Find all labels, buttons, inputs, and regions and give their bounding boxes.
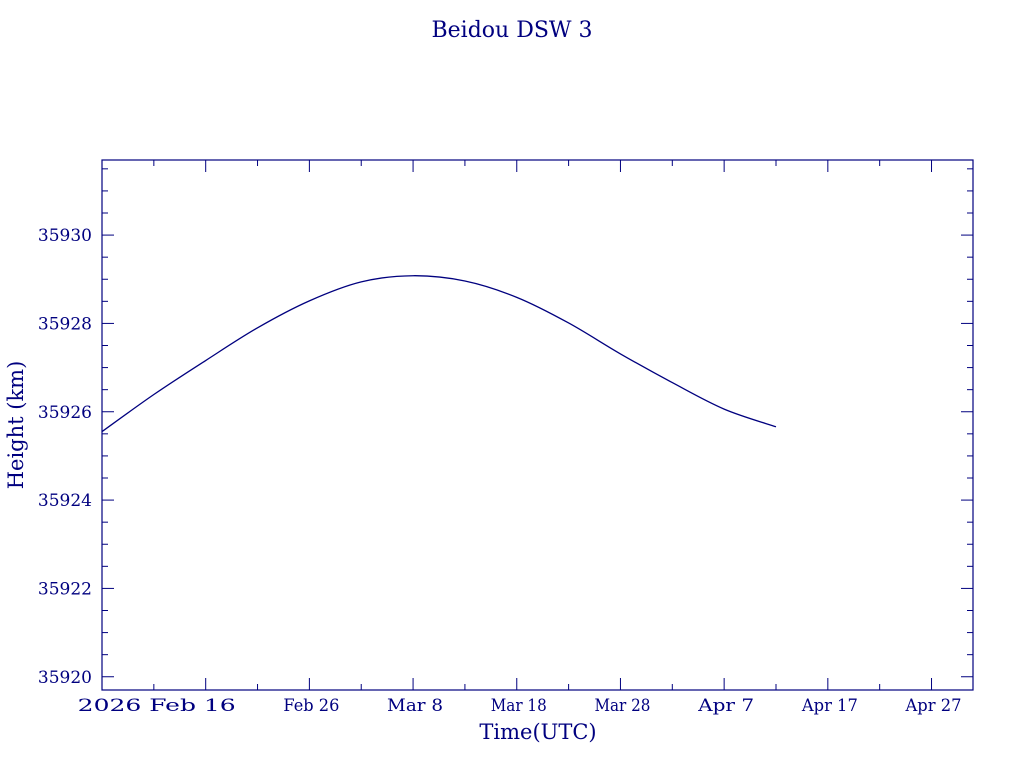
y-tick-label: 35928 (38, 314, 92, 334)
x-axis-label: Time(UTC) (479, 720, 596, 744)
x-tick-label: Feb 26 (283, 696, 339, 716)
x-tick-label: Apr 7 (697, 696, 754, 716)
x-tick-label: Apr 27 (905, 696, 962, 716)
x-tick-label: Mar 18 (491, 696, 547, 716)
plot-elements: 2026 Feb 16 Feb 26 Mar 8 Mar 18 Mar 28 Apr 7 A… (38, 159, 974, 716)
chart-title: Beidou DSW 3 (431, 18, 592, 43)
y-tick-label: 35920 (38, 668, 92, 688)
y-axis-label: Height (km) (4, 361, 28, 490)
y-tick-label: 35924 (38, 491, 92, 511)
y-tick-label: 35926 (38, 403, 92, 423)
x-tick-label: 2026 Feb 16 (78, 696, 236, 716)
plot-frame (101, 159, 974, 691)
x-tick-label: Mar 28 (594, 696, 650, 716)
x-tick-label: Mar 8 (387, 696, 443, 716)
y-tick-label: 35922 (38, 579, 92, 599)
y-tick-label: 35930 (38, 226, 92, 246)
x-tick-label: Apr 17 (801, 696, 858, 716)
height-series-line (101, 275, 777, 433)
